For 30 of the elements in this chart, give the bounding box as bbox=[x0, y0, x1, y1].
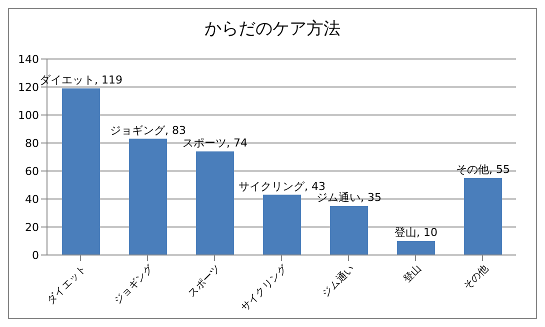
x-tick-label: ジム通い bbox=[320, 262, 357, 300]
x-tick-label: ジョギング bbox=[112, 262, 156, 306]
y-tick-label: 80 bbox=[25, 136, 39, 150]
bar bbox=[464, 178, 502, 255]
data-label: スポーツ, 74 bbox=[182, 136, 248, 150]
y-tick-label: 20 bbox=[25, 220, 39, 234]
bar bbox=[62, 88, 100, 255]
x-tick-label: その他 bbox=[460, 262, 491, 292]
x-tick-label: ダイエット bbox=[44, 262, 89, 306]
data-label: ジョギング, 83 bbox=[110, 124, 186, 137]
y-tick-label: 140 bbox=[18, 52, 39, 66]
y-tick-label: 120 bbox=[18, 80, 39, 94]
bar bbox=[397, 241, 435, 255]
chart-title: からだのケア方法 bbox=[204, 18, 342, 41]
y-tick-label: 40 bbox=[25, 192, 39, 206]
bar bbox=[196, 151, 234, 255]
data-label: ジム通い, 35 bbox=[316, 191, 382, 204]
bar bbox=[129, 138, 167, 255]
bar bbox=[263, 194, 301, 255]
y-tick-label: 0 bbox=[32, 248, 39, 262]
data-label: サイクリング, 43 bbox=[238, 180, 326, 193]
x-tick-label: スポーツ bbox=[186, 263, 223, 300]
data-label: その他, 55 bbox=[456, 163, 510, 176]
x-tick-label: 登山 bbox=[400, 262, 424, 286]
x-tick-label: サイクリング bbox=[239, 262, 290, 314]
y-tick-label: 60 bbox=[25, 164, 39, 178]
y-tick-label: 100 bbox=[18, 108, 39, 122]
bar bbox=[330, 206, 368, 255]
data-label: ダイエット, 119 bbox=[40, 73, 122, 86]
data-label: 登山, 10 bbox=[394, 226, 438, 239]
